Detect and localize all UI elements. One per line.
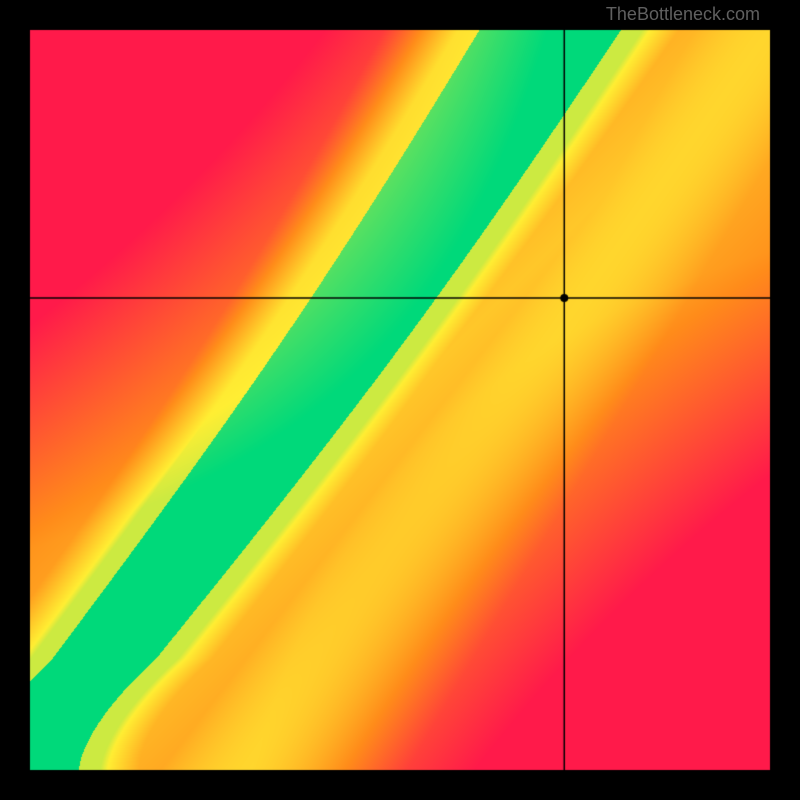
chart-container: TheBottleneck.com	[0, 0, 800, 800]
watermark-text: TheBottleneck.com	[606, 4, 760, 25]
heatmap-canvas	[0, 0, 800, 800]
